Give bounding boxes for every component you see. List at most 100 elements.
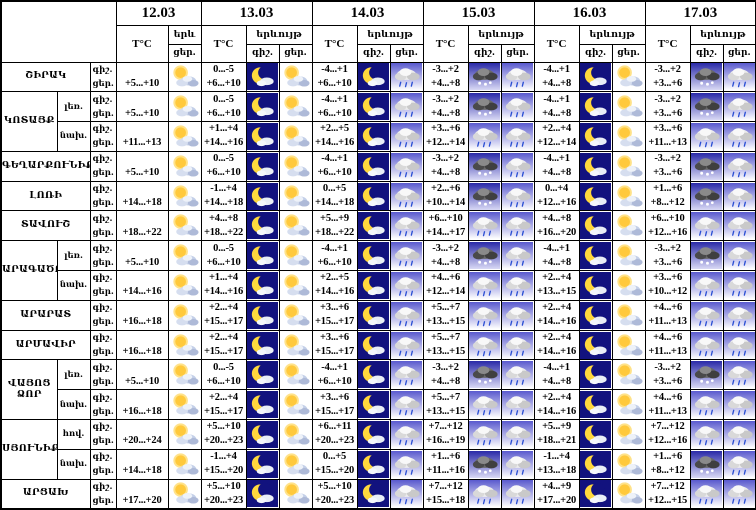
moon-cloud-icon: [358, 182, 390, 210]
weather-icon-cell: [611, 210, 646, 242]
weather-icon-cell: [689, 61, 724, 93]
weather-icon-cell: [389, 359, 424, 391]
night-label: գիշ.: [92, 273, 113, 284]
day-temp: +6...+10: [206, 375, 241, 387]
temp-cell: +5...+10 +20...+23: [311, 478, 358, 510]
partly-sunny-icon: [613, 242, 645, 270]
night-temp: +1...+4: [209, 272, 238, 284]
weather-icon-cell: [356, 91, 391, 123]
rain-icon: [691, 122, 723, 150]
temp-cell: 0...+5 +15...+20: [311, 448, 358, 480]
temp-cell: +14...+16: [115, 270, 169, 301]
night-day-labels: գիշ. ցեր.: [89, 61, 117, 93]
night-day-labels: գիշ. ցեր.: [89, 478, 117, 510]
temp-cell: +7...+12 +16...+19: [422, 419, 469, 450]
temp-cell: +7...+12 +15...+18: [422, 478, 469, 510]
day-temp: +5...+10: [125, 256, 159, 268]
moon-cloud-icon: [358, 242, 390, 270]
weather-icon-cell: [356, 329, 391, 361]
temp-cell: -3...+2 +3...+6: [644, 91, 691, 123]
night-temp: [117, 242, 167, 256]
moon-cloud-icon: [580, 480, 612, 508]
weather-icon-cell: [722, 270, 756, 301]
day-label: ցեր.: [92, 168, 114, 179]
weather-icon-cell: [611, 270, 646, 301]
night-day-labels: գիշ. ցեր.: [89, 180, 117, 212]
moon-cloud-icon: [580, 152, 612, 180]
weather-icon-cell: [389, 419, 424, 450]
phenomenon-header: երևույթ: [578, 24, 646, 45]
night-label: գիշ.: [92, 303, 113, 314]
weather-icon-cell: [389, 329, 424, 361]
moon-cloud-icon: [247, 271, 278, 299]
moon-cloud-icon: [358, 63, 390, 91]
weather-icon-cell: [278, 478, 313, 510]
rain-icon: [724, 63, 755, 91]
temp-cell: +2...+4 +14...+16: [533, 299, 580, 331]
weather-icon-cell: [356, 448, 391, 480]
weather-icon-cell: [500, 329, 535, 361]
day-temp: +16...+18: [122, 405, 162, 417]
weather-icon-cell: [245, 61, 280, 93]
weather-icon-cell: [356, 121, 391, 152]
day-label: ցեր.: [92, 108, 114, 119]
temp-cell: +5...+10: [115, 359, 169, 391]
partly-sunny-icon: [169, 242, 200, 270]
rain-icon: [502, 122, 534, 150]
day-temp: +3...+6: [653, 107, 683, 119]
weather-icon-cell: [722, 359, 756, 391]
temp-cell: +5...+7 +13...+15: [422, 329, 469, 361]
night-temp: -4...+1: [321, 93, 348, 105]
sleet-icon: [691, 242, 723, 270]
weather-icon-cell: [500, 419, 535, 450]
night-temp: -4...+1: [543, 93, 570, 105]
temp-cell: -3...+2 +4...+8: [422, 91, 469, 123]
weather-icon-cell: [689, 359, 724, 391]
day-temp: +8...+12: [650, 197, 685, 209]
phenomenon-header: երևույթ: [689, 24, 756, 45]
partly-sunny-icon: [280, 301, 311, 329]
moon-cloud-icon: [580, 271, 612, 299]
moon-cloud-icon: [247, 242, 278, 270]
day-temp: +10...+14: [426, 197, 466, 209]
rain-icon: [391, 152, 423, 180]
day-temp: +4...+8: [431, 375, 460, 387]
rain-icon: [724, 391, 755, 419]
weather-icon-cell: [389, 121, 424, 152]
weather-icon-cell: [500, 270, 535, 301]
day-column-label: ցեր.: [500, 43, 535, 63]
weather-icon-cell: [389, 270, 424, 301]
rain-icon: [724, 212, 755, 240]
day-temp: +4...+8: [431, 107, 460, 119]
night-day-labels: գիշ. ցեր.: [89, 299, 117, 331]
moon-cloud-icon: [358, 122, 390, 150]
region-name: ՏԱՎՈՒՇ: [0, 210, 91, 242]
weather-icon-cell: [278, 359, 313, 391]
weather-icon-cell: [578, 419, 613, 450]
moon-cloud-icon: [247, 63, 278, 91]
temp-cell: -3...+2 +4...+8: [422, 61, 469, 93]
partly-sunny-icon: [280, 63, 311, 91]
table-row: ԿՈՏԱՅՔ լեռ. գիշ. ցեր. +5...+10 0...-5 +6...+1…: [0, 91, 756, 152]
temp-cell: -3...+2 +4...+8: [422, 150, 469, 182]
day-label: ցեր.: [92, 317, 114, 328]
weather-icon-cell: [689, 389, 724, 421]
sleet-icon: [469, 361, 501, 389]
sleet-icon: [691, 450, 723, 478]
weather-icon-cell: [356, 299, 391, 331]
night-temp: +2...+4: [542, 391, 572, 403]
table-row: ՍՅՈՒՆԻՔ հով. գիշ. ցեր. +20...+24 +5...+10 +20…: [0, 419, 756, 480]
day-temp: +8...+12: [650, 465, 685, 477]
temp-cell: -4...+1 +6...+10: [311, 91, 358, 123]
sleet-icon: [469, 242, 501, 270]
partly-sunny-icon: [169, 391, 200, 419]
night-label: գիշ.: [92, 154, 113, 165]
moon-cloud-icon: [247, 361, 278, 389]
partly-sunny-icon: [169, 271, 200, 299]
weather-icon-cell: [722, 329, 756, 361]
day-temp: +16...+20: [537, 226, 577, 238]
temp-cell: +1...+6 +8...+12: [644, 180, 691, 212]
weather-icon-cell: [245, 299, 280, 331]
day-temp: +4...+8: [431, 167, 460, 179]
date-header: 12.03: [115, 0, 202, 26]
